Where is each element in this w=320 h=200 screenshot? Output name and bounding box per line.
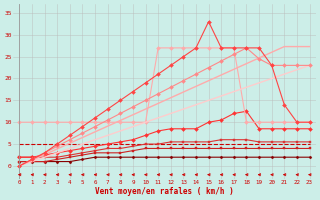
X-axis label: Vent moyen/en rafales ( km/h ): Vent moyen/en rafales ( km/h ) xyxy=(95,187,234,196)
